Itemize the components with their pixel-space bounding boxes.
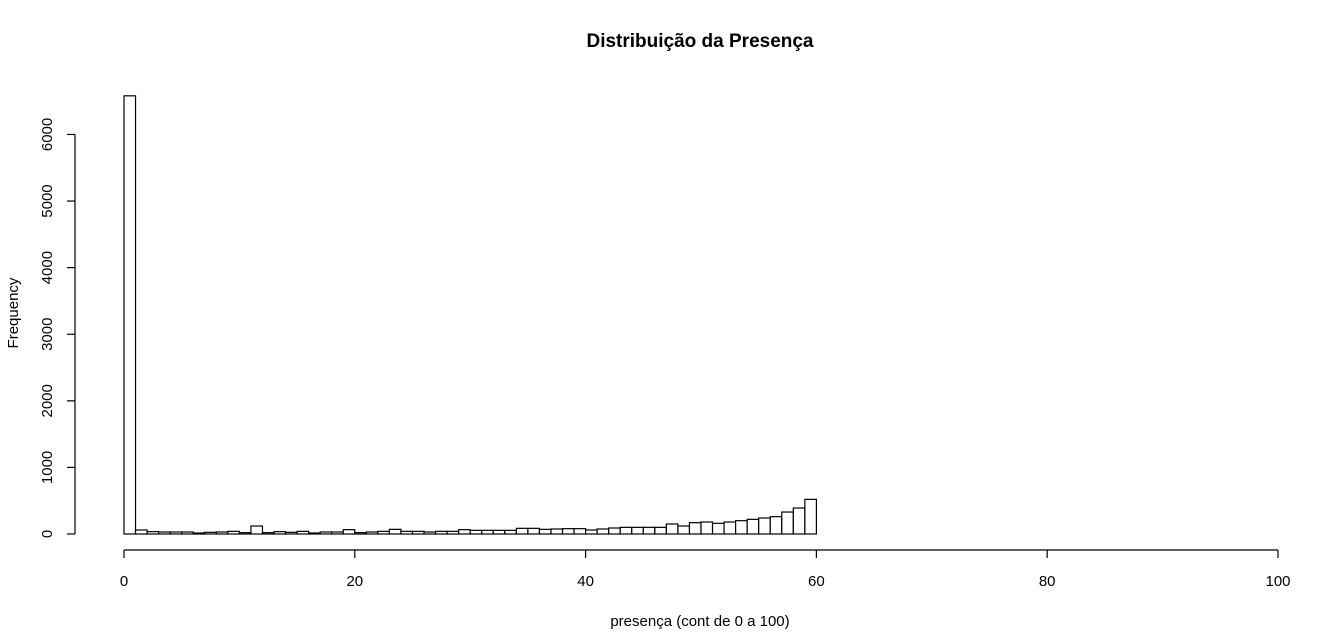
histogram-bar <box>296 530 310 535</box>
histogram-bar <box>792 507 806 535</box>
y-axis-label: Frequency <box>5 277 22 348</box>
histogram-bar <box>146 531 160 535</box>
histogram-bar <box>492 529 506 535</box>
histogram-bar <box>388 528 402 535</box>
histogram-bar <box>561 528 575 535</box>
histogram-bar <box>411 530 425 535</box>
y-tick-label: 5000 <box>39 184 56 217</box>
chart-title: Distribuição da Presença <box>586 31 813 52</box>
histogram-bar <box>573 528 587 535</box>
histogram-bar <box>515 527 529 535</box>
y-tick-label: 2000 <box>39 384 56 417</box>
histogram-bar <box>204 531 217 535</box>
histogram-bar <box>250 525 264 535</box>
x-tick-label: 60 <box>808 573 825 590</box>
histogram-bar <box>769 516 783 535</box>
histogram-bar <box>377 530 391 535</box>
histogram-bar <box>608 527 621 535</box>
histogram-bar <box>181 531 194 535</box>
histogram-bar <box>504 529 517 535</box>
histogram-bar <box>688 522 702 535</box>
x-tick-label: 20 <box>346 573 363 590</box>
histogram-bar <box>700 521 714 535</box>
histogram-bar <box>527 527 541 535</box>
histogram-bar <box>619 526 633 535</box>
histogram-bar <box>227 530 241 535</box>
histogram-bar <box>550 528 564 535</box>
histogram-bar <box>746 518 760 535</box>
histogram-bar <box>365 531 379 535</box>
bars-group <box>123 95 817 535</box>
histogram-bar <box>192 532 206 535</box>
histogram-bar <box>642 526 656 535</box>
histogram-bar <box>665 523 679 535</box>
histogram-bar <box>423 531 437 535</box>
histogram-bar <box>458 529 471 535</box>
y-tick-label: 3000 <box>39 318 56 351</box>
histogram-bar <box>711 522 725 535</box>
y-tick-label: 1000 <box>39 451 56 484</box>
histogram-bar <box>446 530 460 535</box>
x-tick-label: 80 <box>1039 573 1056 590</box>
histogram-bar <box>238 532 252 535</box>
histogram-bar <box>804 498 817 535</box>
histogram-bar <box>158 531 171 535</box>
histogram-bar <box>481 529 494 535</box>
histogram-bar <box>735 520 748 535</box>
x-tick-label: 0 <box>120 573 128 590</box>
histogram-bar <box>273 531 287 535</box>
histogram-bar <box>284 531 298 535</box>
histogram-bar <box>677 525 691 535</box>
histogram-bar <box>584 529 598 535</box>
histogram-bar <box>308 532 321 535</box>
y-tick-label: 6000 <box>39 118 56 151</box>
histogram-bar <box>169 531 183 535</box>
y-tick-label: 0 <box>39 530 56 538</box>
y-tick-label: 4000 <box>39 251 56 284</box>
histogram-bar <box>654 526 667 535</box>
histogram-bar <box>596 528 610 535</box>
x-tick-label: 40 <box>577 573 594 590</box>
histogram-bar <box>123 95 137 535</box>
histogram-bar <box>215 531 229 535</box>
x-axis-label: presença (cont de 0 a 100) <box>610 613 789 630</box>
y-axis: 0 1000 2000 3000 4000 5000 6000 <box>39 118 76 538</box>
histogram-bar <box>469 529 483 535</box>
x-tick-label: 100 <box>1265 573 1290 590</box>
histogram-bar <box>781 511 794 535</box>
histogram-bar <box>758 517 771 535</box>
histogram-bar <box>342 529 356 535</box>
x-axis: 0 20 40 60 80 100 <box>120 549 1291 590</box>
histogram-bar <box>434 530 448 535</box>
histogram-bar <box>723 521 737 535</box>
histogram-bar <box>134 529 148 535</box>
histogram-bar <box>354 532 367 535</box>
histogram-bar <box>319 531 333 535</box>
histogram-bar <box>261 532 275 535</box>
histogram-bar <box>400 530 414 535</box>
histogram-bar <box>631 526 644 535</box>
histogram-bar <box>538 528 552 535</box>
histogram-bar <box>331 531 344 535</box>
